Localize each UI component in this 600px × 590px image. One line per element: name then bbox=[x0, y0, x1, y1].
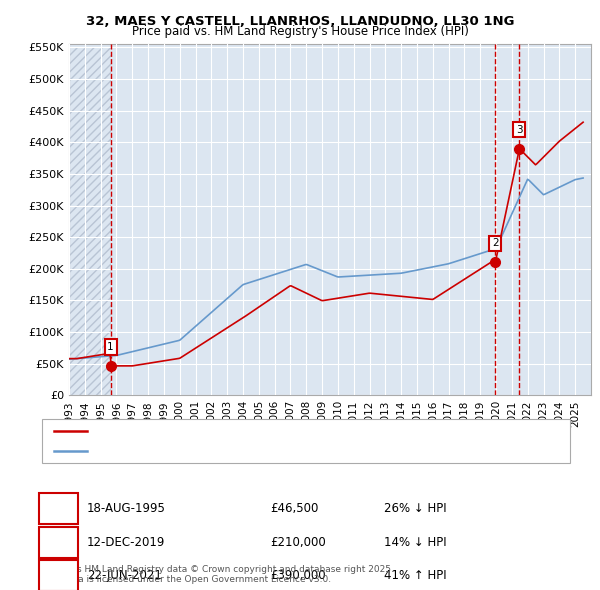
Text: 32, MAES Y CASTELL, LLANRHOS, LLANDUDNO, LL30 1NG: 32, MAES Y CASTELL, LLANRHOS, LLANDUDNO,… bbox=[86, 15, 514, 28]
Text: 12-DEC-2019: 12-DEC-2019 bbox=[87, 536, 166, 549]
Text: 32, MAES Y CASTELL, LLANRHOS, LLANDUDNO, LL30 1NG (detached house): 32, MAES Y CASTELL, LLANRHOS, LLANDUDNO,… bbox=[91, 426, 486, 436]
Text: 2: 2 bbox=[492, 238, 499, 248]
Text: £210,000: £210,000 bbox=[270, 536, 326, 549]
Text: 3: 3 bbox=[516, 124, 523, 135]
Bar bbox=[69, 47, 110, 395]
Text: 1: 1 bbox=[107, 342, 114, 352]
Text: 26% ↓ HPI: 26% ↓ HPI bbox=[384, 502, 446, 515]
Text: HPI: Average price, detached house, Conwy: HPI: Average price, detached house, Conw… bbox=[91, 446, 319, 456]
Text: 22-JUN-2021: 22-JUN-2021 bbox=[87, 569, 162, 582]
Text: 14% ↓ HPI: 14% ↓ HPI bbox=[384, 536, 446, 549]
Text: 18-AUG-1995: 18-AUG-1995 bbox=[87, 502, 166, 515]
Text: £390,000: £390,000 bbox=[270, 569, 326, 582]
Text: Price paid vs. HM Land Registry's House Price Index (HPI): Price paid vs. HM Land Registry's House … bbox=[131, 25, 469, 38]
Text: 2: 2 bbox=[55, 537, 62, 547]
Text: £46,500: £46,500 bbox=[270, 502, 319, 515]
Text: Contains HM Land Registry data © Crown copyright and database right 2025.
This d: Contains HM Land Registry data © Crown c… bbox=[42, 565, 394, 584]
Text: 41% ↑ HPI: 41% ↑ HPI bbox=[384, 569, 446, 582]
Text: 1: 1 bbox=[55, 504, 62, 513]
Text: 3: 3 bbox=[55, 571, 62, 581]
